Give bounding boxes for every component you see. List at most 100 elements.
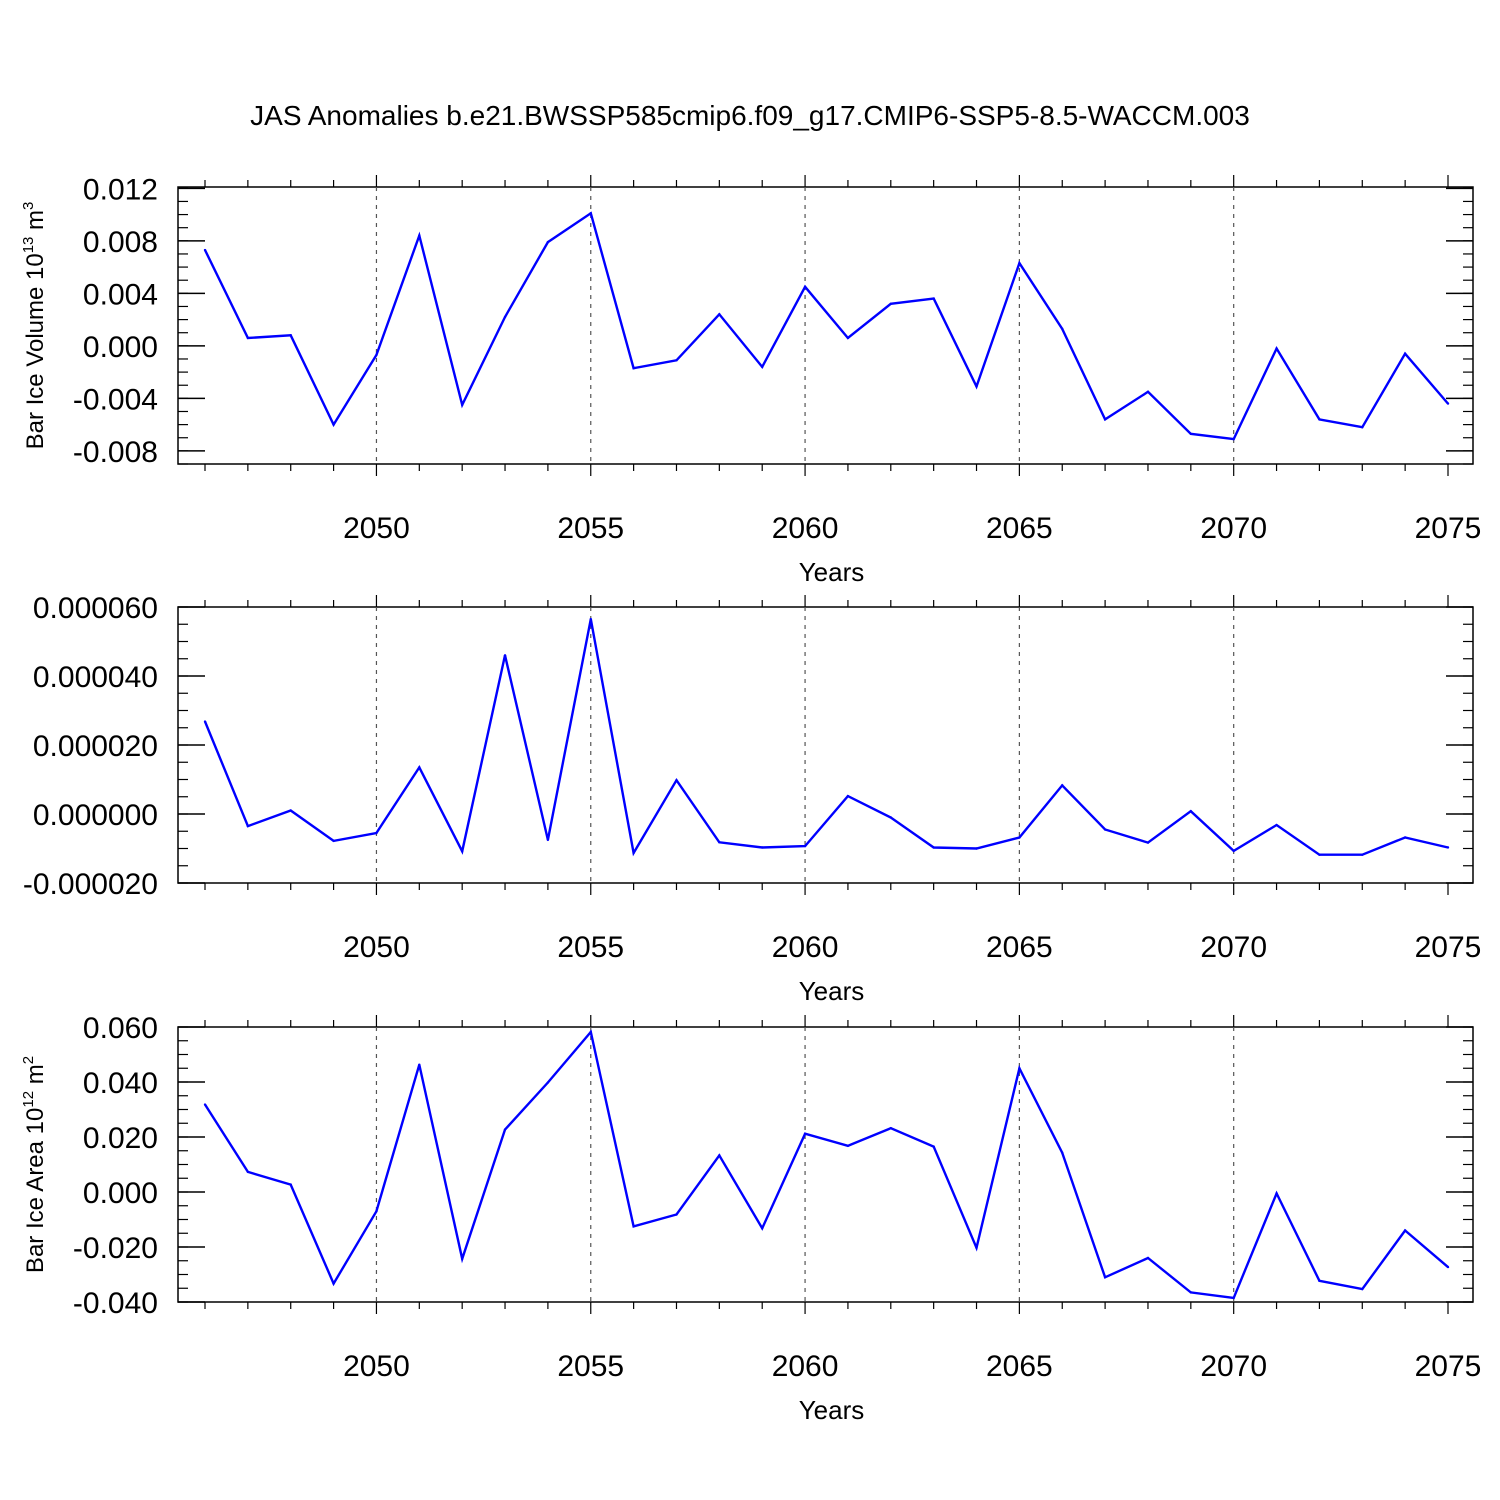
- y-tick-label: 0.000020: [33, 730, 158, 763]
- data-point: [1018, 1067, 1021, 1070]
- y-tick-label: 0.000: [83, 331, 158, 364]
- data-point: [1103, 418, 1107, 421]
- y-tick-label: 0.012: [83, 173, 158, 206]
- data-point: [1189, 432, 1193, 436]
- data-point: [1403, 1229, 1407, 1232]
- data-point: [1189, 810, 1193, 813]
- data-point: [761, 1227, 764, 1230]
- panels: -0.008 -0.004 0.000 0.004 0.008 0.012 2050 2055…: [20, 173, 1481, 1425]
- data-point: [332, 1282, 335, 1285]
- data-point: [375, 1210, 378, 1213]
- y-tick-label: -0.008: [73, 436, 158, 469]
- data-point: [546, 1081, 550, 1084]
- y-tick-label: 0.000040: [33, 661, 158, 694]
- y-tick-label: 0.040: [83, 1067, 158, 1100]
- data-point: [718, 841, 721, 844]
- x-tick-label: 2065: [986, 512, 1053, 545]
- data-point: [1361, 426, 1364, 429]
- data-point: [761, 846, 764, 849]
- x-axis-label: Years: [799, 1395, 865, 1425]
- data-point: [1232, 849, 1235, 853]
- x-tick-label: 2070: [1200, 1350, 1267, 1383]
- x-tick-label: 2075: [1415, 1350, 1482, 1383]
- data-point: [1318, 418, 1321, 421]
- data-point: [632, 851, 635, 855]
- data-point: [1189, 1291, 1193, 1294]
- data-point: [1361, 1287, 1364, 1291]
- data-point: [203, 1103, 207, 1106]
- data-point: [1446, 846, 1450, 849]
- data-point: [503, 1128, 507, 1131]
- data-point: [546, 838, 550, 842]
- data-point: [889, 1127, 892, 1130]
- y-tick-label: 0.004: [83, 278, 158, 311]
- x-tick-label: 2060: [772, 512, 839, 545]
- data-point: [889, 302, 892, 306]
- y-tick-label: -0.020: [73, 1232, 158, 1265]
- data-point: [1018, 836, 1021, 839]
- y-tick-label: 0.000: [83, 1177, 158, 1210]
- data-point: [460, 850, 464, 853]
- chart-panel-thickness: -0.000020 0.000000 0.000020 0.000040 0.00006…: [23, 592, 1482, 1006]
- data-point: [1403, 836, 1407, 839]
- figure-title: JAS Anomalies b.e21.BWSSP585cmip6.f09_g1…: [250, 100, 1250, 131]
- data-point: [803, 844, 807, 848]
- data-point: [1446, 1265, 1450, 1269]
- data-point: [503, 654, 507, 657]
- data-point: [289, 334, 292, 337]
- x-axis-label: Years: [799, 976, 865, 1006]
- data-point: [503, 315, 507, 319]
- y-axis-label: Bar Ice Area 1012 m2: [20, 1056, 49, 1273]
- data-point: [975, 847, 978, 850]
- data-point: [1403, 352, 1407, 355]
- plot-frame: [177, 606, 1474, 884]
- data-point: [1275, 1192, 1278, 1195]
- data-point: [546, 240, 550, 244]
- data-point: [1318, 853, 1321, 856]
- data-point: [460, 1257, 464, 1261]
- data-point: [632, 366, 635, 370]
- data-point: [589, 1030, 592, 1034]
- data-point: [1275, 823, 1278, 827]
- x-axis-label: Years: [799, 557, 865, 587]
- x-tick-label: 2055: [557, 931, 624, 964]
- data-point: [932, 1145, 935, 1148]
- series-line-area: [203, 1029, 1449, 1300]
- y-tick-label: 0.060: [83, 1012, 158, 1045]
- data-point: [1361, 853, 1364, 856]
- y-tick-label: 0.008: [83, 226, 158, 259]
- y-tick-label: 0.020: [83, 1122, 158, 1155]
- data-point: [1232, 437, 1235, 441]
- data-point: [246, 336, 250, 340]
- data-point: [846, 1144, 850, 1148]
- y-tick-label: 0.000000: [33, 799, 158, 832]
- data-point: [246, 824, 250, 828]
- data-point: [1061, 1151, 1064, 1154]
- data-point: [1146, 841, 1150, 844]
- data-point: [203, 720, 207, 723]
- y-axis-label: Bar Ice Volume 1013 m3: [20, 202, 49, 450]
- series-line-volume: [203, 211, 1449, 441]
- data-point: [675, 359, 678, 362]
- data-point: [1232, 1296, 1235, 1300]
- data-point: [1318, 1279, 1321, 1283]
- chart-panel-volume: -0.008 -0.004 0.000 0.004 0.008 0.012 2050 2055…: [20, 173, 1481, 587]
- data-point: [246, 1170, 250, 1174]
- x-tick-label: 2060: [772, 1350, 839, 1383]
- data-point: [460, 403, 464, 407]
- x-tick-label: 2050: [343, 512, 410, 545]
- data-point: [975, 385, 978, 388]
- data-point: [846, 794, 850, 798]
- series-line-thickness: [203, 618, 1449, 857]
- x-tick-label: 2075: [1415, 512, 1482, 545]
- data-point: [632, 1225, 635, 1228]
- data-point: [418, 766, 421, 769]
- plot-frame: [177, 186, 1474, 465]
- data-point: [975, 1246, 978, 1250]
- data-point: [675, 778, 678, 782]
- x-tick-label: 2050: [343, 931, 410, 964]
- chart-panel-area: -0.040 -0.020 0.000 0.020 0.040 0.060 2050 2055…: [20, 1012, 1481, 1425]
- data-point: [332, 839, 335, 843]
- y-tick-label: -0.040: [73, 1287, 158, 1320]
